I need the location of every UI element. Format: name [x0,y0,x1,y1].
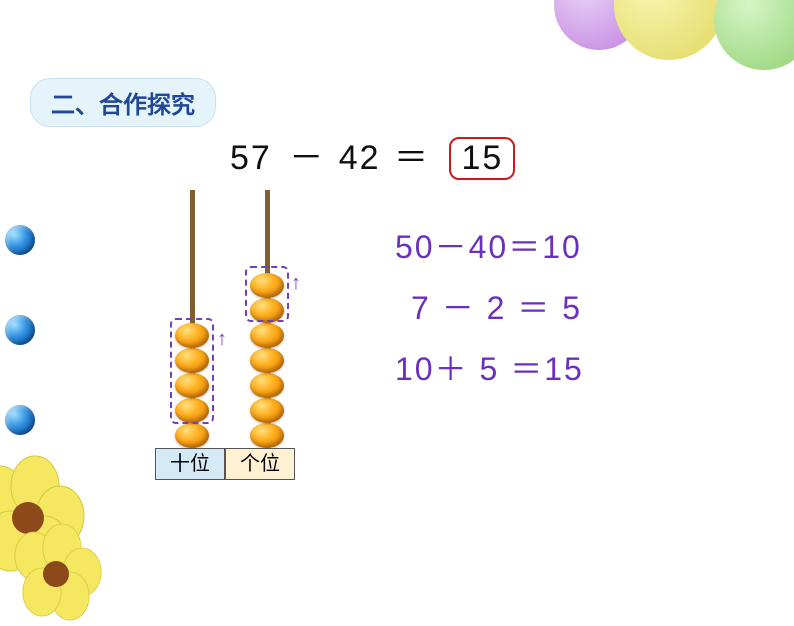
step-1: 50－40＝10 [395,217,584,278]
minus-sign: － [289,139,325,177]
answer-box: 15 [449,137,515,180]
ones-bead [250,373,284,398]
ones-bead [250,323,284,348]
ones-label: 个位 [225,448,295,480]
ones-arrow-up-icon: ↑ [291,272,301,295]
main-equation: 57 － 42 ＝ 15 [230,130,515,180]
ones-bead [250,348,284,373]
flower-decoration [0,446,130,626]
ones-selection [245,266,289,322]
operand-right: 42 [339,139,381,177]
equals-sign: ＝ [394,139,430,177]
tens-bead [175,423,209,448]
ones-bead [250,423,284,448]
abacus: ↑ ↑ 十位 个位 [145,190,325,480]
ones-bead [250,398,284,423]
abacus-base: 十位 个位 [155,448,295,480]
tens-selection [170,318,214,424]
section-title: 二、合作探究 [30,78,216,127]
tens-arrow-up-icon: ↑ [217,328,227,351]
bullet-dot [5,225,35,255]
operand-left: 57 [230,139,272,177]
bullet-dot [5,405,35,435]
bullet-dot [5,315,35,345]
tens-label: 十位 [155,448,225,480]
step-2: 7 － 2 ＝ 5 [411,278,584,339]
step-3: 10＋ 5 ＝15 [395,339,584,400]
calculation-steps: 50－40＝10 7 － 2 ＝ 5 10＋ 5 ＝15 [395,217,584,399]
